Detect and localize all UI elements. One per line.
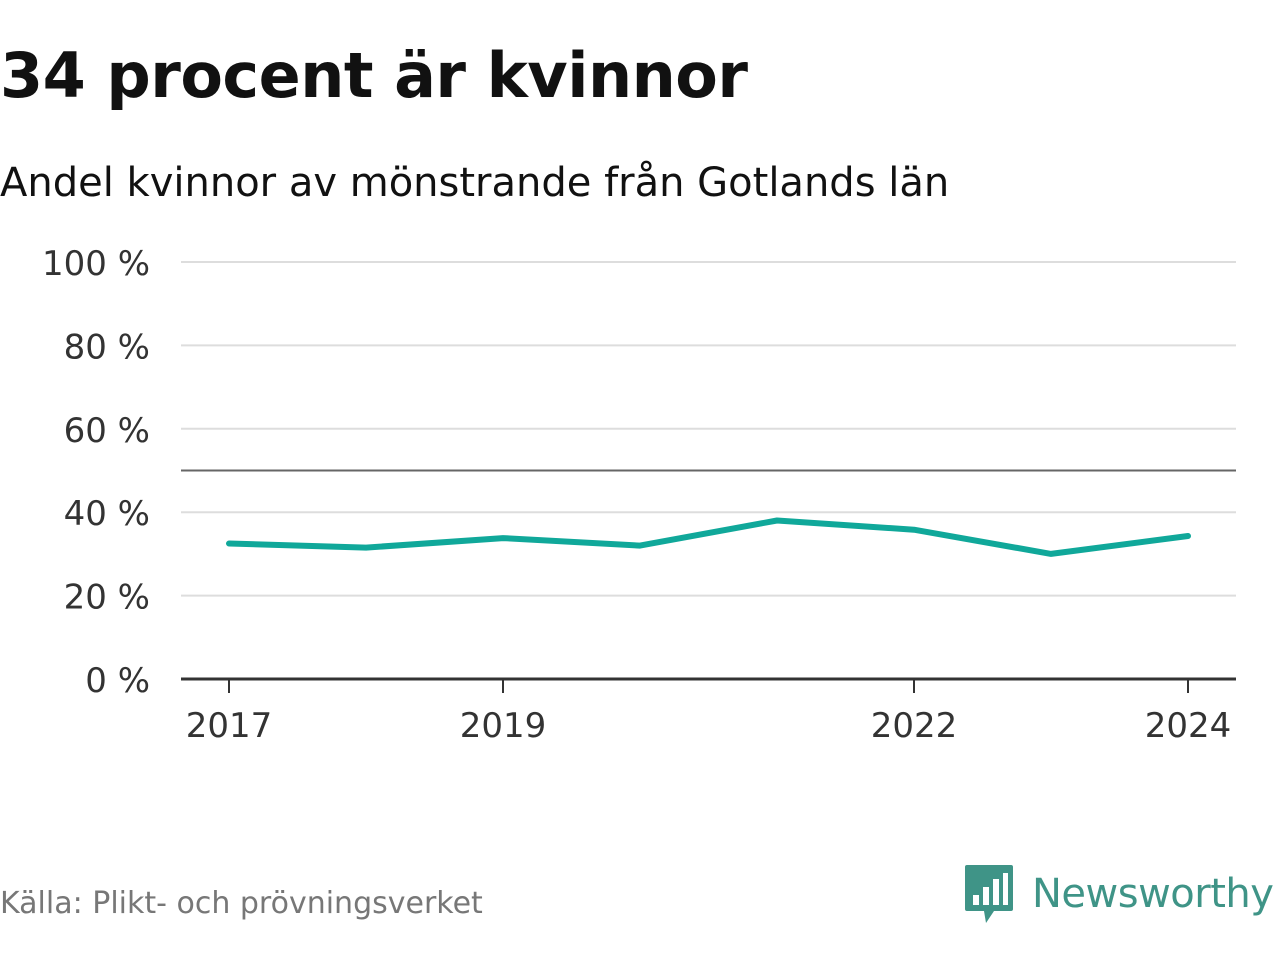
y-tick-label: 60 % [64,411,150,451]
series-line [226,517,1191,557]
chart-subtitle: Andel kvinnor av mönstrande från Gotland… [0,160,950,206]
y-tick-label: 0 % [85,661,150,701]
x-tick-labels: 2017 2019 2022 2024 [186,706,1232,746]
x-tick-label: 2024 [1145,706,1232,746]
y-tick-label: 40 % [64,494,150,534]
y-tick-label: 80 % [64,327,150,367]
source-note: Källa: Plikt- och prövningsverket [0,886,483,921]
brand-name: Newsworthy [1032,871,1274,917]
series-layer [226,517,1191,557]
y-tick-labels: 0 % 20 % 40 % 60 % 80 % 100 % [42,244,150,701]
brand-logo: Newsworthy [964,862,1274,926]
gridlines [181,261,1236,597]
x-tick-label: 2019 [460,706,547,746]
axes [181,677,1236,693]
y-tick-label: 100 % [42,244,150,284]
x-tick-label: 2017 [186,706,273,746]
y-tick-label: 20 % [64,578,150,618]
chart-title: 34 procent är kvinnor [0,39,748,112]
x-tick-label: 2022 [871,706,958,746]
newsworthy-logo-icon [965,865,1013,923]
